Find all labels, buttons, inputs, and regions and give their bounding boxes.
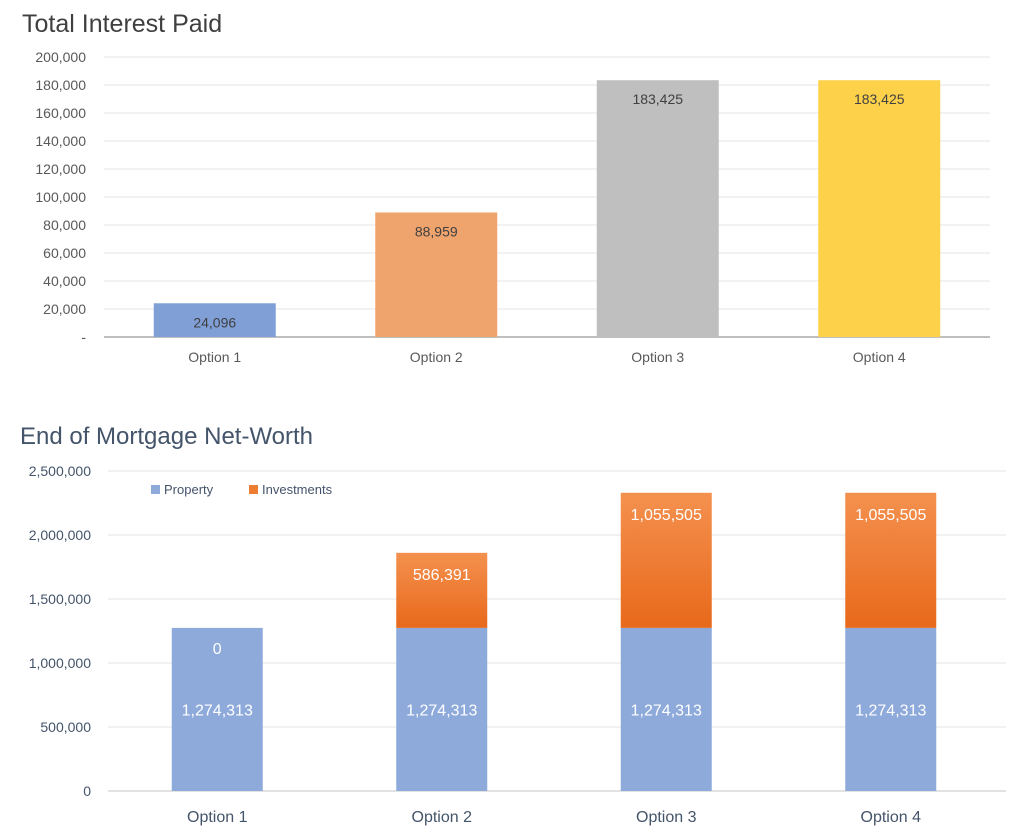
- legend-swatch: [151, 485, 160, 494]
- networth-x-tick-label: Option 4: [861, 809, 922, 826]
- networth-investments-bar: [845, 492, 937, 628]
- interest-bar: [153, 303, 276, 337]
- interest-y-tick-label: 180,000: [35, 77, 86, 93]
- interest-y-tick-label: 120,000: [35, 161, 86, 177]
- networth-chart: End of Mortgage Net-Worth 0 500,000 1,000,…: [20, 423, 1006, 826]
- interest-chart-bars: 24,096 88,959 183,425 183,425: [153, 80, 941, 337]
- networth-investments-value-label: 1,055,505: [631, 507, 702, 524]
- interest-x-tick-label: Option 2: [410, 349, 463, 365]
- networth-chart-legend: Property Investments: [151, 482, 333, 497]
- networth-property-bar: [845, 627, 937, 791]
- networth-property-value-label: 1,274,313: [631, 702, 702, 719]
- networth-property-value-label: 1,274,313: [182, 702, 253, 719]
- networth-x-tick-label: Option 3: [636, 809, 697, 826]
- networth-chart-x-axis: Option 1 Option 2 Option 3 Option 4: [187, 809, 921, 826]
- interest-x-tick-label: Option 3: [631, 349, 684, 365]
- networth-x-tick-label: Option 1: [187, 809, 248, 826]
- networth-property-value-label: 1,274,313: [855, 702, 926, 719]
- interest-chart-y-axis: - 20,000 40,000 60,000 80,000 100,000 120,000 1…: [35, 49, 86, 345]
- interest-y-tick-label: 20,000: [43, 301, 86, 317]
- interest-y-tick-label: -: [81, 329, 86, 345]
- networth-investments-value-label: 586,391: [413, 567, 471, 584]
- interest-y-tick-label: 200,000: [35, 49, 86, 65]
- interest-bar: [818, 80, 941, 337]
- interest-x-tick-label: Option 1: [188, 349, 241, 365]
- networth-y-tick-label: 2,000,000: [29, 527, 91, 543]
- interest-bar-value-label: 88,959: [415, 223, 458, 239]
- networth-property-bar: [620, 627, 712, 791]
- networth-x-tick-label: Option 2: [412, 809, 473, 826]
- networth-y-tick-label: 1,000,000: [29, 655, 91, 671]
- networth-y-tick-label: 1,500,000: [29, 591, 91, 607]
- networth-investments-bar: [396, 552, 488, 628]
- networth-investments-bar: [620, 492, 712, 628]
- interest-bar: [375, 212, 498, 337]
- interest-x-tick-label: Option 4: [853, 349, 906, 365]
- interest-bar-value-label: 24,096: [193, 314, 236, 330]
- interest-bar-value-label: 183,425: [854, 91, 905, 107]
- interest-y-tick-label: 140,000: [35, 133, 86, 149]
- legend-label: Property: [164, 482, 214, 497]
- networth-property-bar: [396, 627, 488, 791]
- interest-y-tick-label: 40,000: [43, 273, 86, 289]
- interest-chart: Total Interest Paid - 20,000 40,000 60,000 8…: [22, 10, 990, 365]
- interest-y-tick-label: 80,000: [43, 217, 86, 233]
- interest-y-tick-label: 160,000: [35, 105, 86, 121]
- interest-y-tick-label: 100,000: [35, 189, 86, 205]
- networth-y-tick-label: 0: [83, 783, 91, 799]
- networth-investments-value-label: 0: [213, 641, 222, 658]
- interest-bar: [596, 80, 719, 337]
- networth-y-tick-label: 2,500,000: [29, 463, 91, 479]
- networth-property-bar: [171, 627, 263, 791]
- legend-swatch: [249, 485, 258, 494]
- interest-chart-title: Total Interest Paid: [22, 10, 222, 38]
- networth-chart-bars: 1,274,313 0 1,274,313 586,391 1,274,313 1,055…: [171, 492, 937, 791]
- networth-property-value-label: 1,274,313: [406, 702, 477, 719]
- interest-chart-x-axis: Option 1 Option 2 Option 3 Option 4: [188, 349, 906, 365]
- networth-chart-title: End of Mortgage Net-Worth: [20, 423, 313, 450]
- networth-y-tick-label: 500,000: [40, 719, 91, 735]
- interest-bar-value-label: 183,425: [632, 91, 683, 107]
- legend-label: Investments: [262, 482, 333, 497]
- interest-y-tick-label: 60,000: [43, 245, 86, 261]
- networth-investments-value-label: 1,055,505: [855, 507, 926, 524]
- networth-chart-y-axis: 0 500,000 1,000,000 1,500,000 2,000,000 2,500…: [29, 463, 92, 799]
